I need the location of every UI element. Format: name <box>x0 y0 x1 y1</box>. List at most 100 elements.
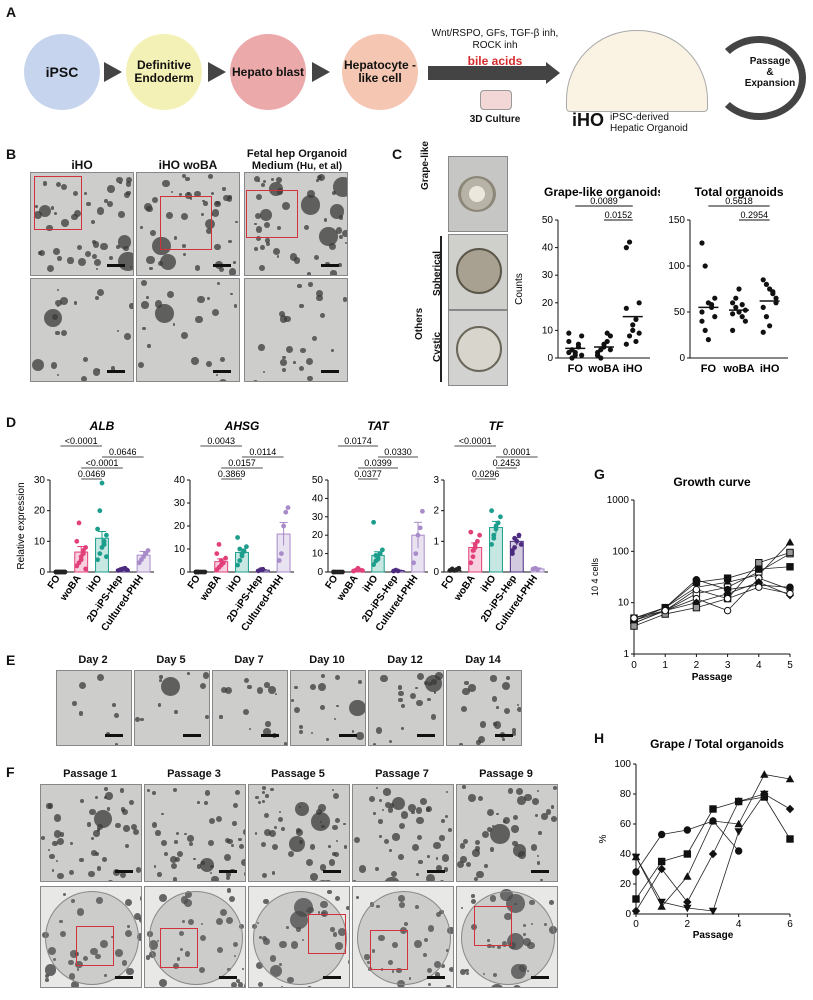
organoid-blob <box>173 236 178 240</box>
organoid-blob <box>114 713 120 718</box>
total-organoids-chart: Total organoids 0 50 100 150 FO woBA iHO 0.5618 0… <box>668 185 788 375</box>
organoid-blob <box>190 357 199 365</box>
organoid-blob <box>90 850 97 856</box>
data-point <box>375 556 381 562</box>
organoid-blob <box>210 213 214 216</box>
y-tick-label: 20 <box>34 506 46 517</box>
organoid-blob <box>56 860 59 863</box>
organoid-blob <box>229 896 236 903</box>
organoid-blob <box>146 788 150 792</box>
data-point <box>395 568 401 574</box>
organoid-blob <box>106 201 113 208</box>
p-value-label: 0.0043 <box>207 436 235 446</box>
series-line <box>635 793 765 912</box>
organoid-blob <box>129 800 134 806</box>
data-point <box>626 333 633 339</box>
organoid-blob <box>492 696 498 702</box>
organoid-blob <box>86 201 91 206</box>
data-point <box>285 505 291 510</box>
arrow-icon <box>208 62 226 82</box>
organoid-blob <box>118 251 133 272</box>
scale-bar <box>219 870 237 873</box>
organoid-blob <box>472 849 480 857</box>
organoid-blob <box>46 265 54 273</box>
organoid-blob <box>428 982 432 987</box>
organoid-blob <box>502 816 510 824</box>
data-point <box>730 327 736 333</box>
organoid-blob <box>388 739 393 744</box>
data-point <box>360 568 365 573</box>
data-point <box>579 352 585 358</box>
x-tick-label: woBA <box>587 363 619 375</box>
x-tick-label: woBA <box>452 573 478 603</box>
data-point <box>773 295 779 301</box>
definitive-endoderm-circle: Definitive Endoderm <box>126 34 202 110</box>
zoom-region-box <box>474 906 512 946</box>
organoid-blob <box>47 848 50 851</box>
data-point <box>734 797 743 806</box>
p-value-label: 0.0330 <box>384 447 412 457</box>
organoid-blob <box>222 194 230 202</box>
organoid-blob <box>194 190 201 198</box>
organoid-blob <box>115 822 121 829</box>
p-value-label: <0.0001 <box>459 436 492 446</box>
organoid-blob <box>411 843 420 852</box>
organoid-blob <box>416 699 423 707</box>
organoid-blob <box>255 193 263 200</box>
data-point <box>104 554 109 560</box>
organoid-blob <box>228 195 233 200</box>
data-point <box>736 286 742 292</box>
organoid-blob <box>387 807 394 814</box>
zoom-region-box <box>76 926 114 966</box>
organoid-blob <box>390 870 397 877</box>
chart-title: TAT <box>367 419 390 433</box>
data-point <box>755 583 763 591</box>
organoid-blob <box>203 201 208 206</box>
organoid-blob <box>316 179 319 182</box>
organoid-blob <box>106 731 111 736</box>
organoid-blob <box>43 308 62 328</box>
organoid-blob <box>551 805 555 809</box>
y-tick-label: 20 <box>312 530 324 541</box>
organoid-blob <box>545 809 552 816</box>
organoid-blob <box>70 841 74 845</box>
others-bracket <box>440 236 442 382</box>
b-overview-image <box>30 172 134 276</box>
organoid-blob <box>119 872 126 879</box>
organoid-blob <box>221 686 228 693</box>
organoid-blob <box>474 840 480 846</box>
y-tick-label: 30 <box>312 512 324 523</box>
organoid-blob <box>418 859 424 865</box>
organoid-blob <box>462 785 467 789</box>
organoid-blob <box>385 802 391 809</box>
data-point <box>97 508 103 514</box>
hepatocyte-circle: Hepatocyte -like cell <box>342 34 418 110</box>
organoid-blob <box>118 211 125 218</box>
organoid-blob <box>46 225 53 232</box>
organoid-blob <box>273 825 277 829</box>
organoid-blob <box>227 838 233 845</box>
data-point <box>730 311 736 317</box>
data-point <box>630 622 638 630</box>
organoid-blob <box>182 243 187 248</box>
y-tick-label: 0 <box>39 567 45 578</box>
data-point <box>124 567 130 573</box>
organoid-blob <box>92 241 100 249</box>
scale-bar <box>213 370 231 373</box>
organoid-blob <box>183 253 187 257</box>
data-point <box>712 314 718 320</box>
data-point <box>734 828 743 836</box>
organoid-blob <box>378 798 382 802</box>
data-point <box>491 535 497 541</box>
organoid-blob <box>327 889 333 895</box>
p-value-label: 0.0001 <box>503 447 531 457</box>
data-point <box>489 542 494 547</box>
organoid-blob <box>308 281 314 287</box>
organoid-blob <box>272 871 276 875</box>
x-tick-label: 4 <box>756 660 762 671</box>
data-point <box>512 535 517 541</box>
data-point <box>633 316 639 322</box>
organoid-blob <box>157 703 162 707</box>
organoid-blob <box>159 679 163 683</box>
